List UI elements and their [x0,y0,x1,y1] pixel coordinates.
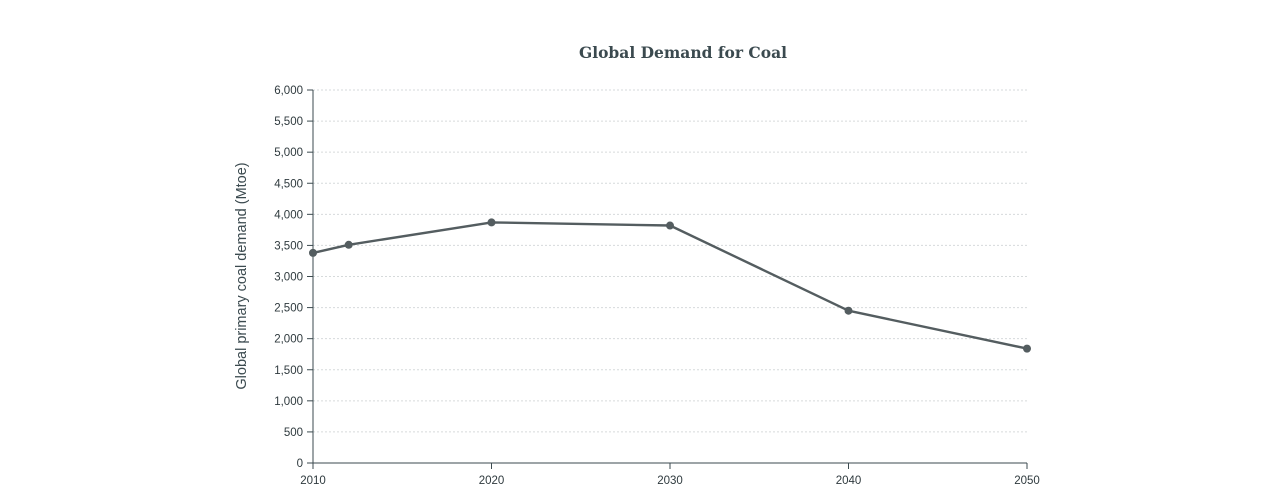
y-tick-label: 1,500 [274,365,303,377]
y-tick-label: 3,000 [274,272,303,284]
y-tick-label: 1,000 [274,396,303,408]
x-axis-ticks: 2010 2020 2030 2040 2050 [300,463,1040,487]
y-tick-label: 500 [284,427,303,439]
data-point [487,218,496,227]
y-tick-label: 5,500 [274,116,303,128]
y-tick-label: 5,000 [274,147,303,159]
y-tick-label: 6,000 [274,85,303,97]
x-tick-label: 2020 [479,475,505,487]
data-point [1023,344,1031,353]
y-axis-label: Global primary coal demand (Mtoe) [234,162,250,389]
y-tick-label: 2,500 [274,303,303,315]
series-group [309,218,1031,353]
grid-lines [313,89,1027,433]
data-point [844,306,853,315]
x-tick-label: 2050 [1014,475,1040,487]
y-tick-label: 2,000 [274,334,303,346]
series-line [311,221,1029,350]
data-point [344,240,353,249]
y-tick-label: 4,500 [274,178,303,190]
x-tick-label: 2030 [657,475,683,487]
x-tick-label: 2040 [836,475,862,487]
y-tick-label: 4,000 [274,209,303,221]
data-point [666,221,674,230]
y-tick-label: 3,500 [274,240,303,252]
y-tick-label: 0 [297,458,303,470]
y-axis-ticks: 0 500 1,000 1,500 2,000 2,500 3,000 3,500 4,000 4… [274,85,313,470]
data-point [309,248,317,257]
chart-title: Global Demand for Coal [579,43,787,62]
x-tick-label: 2010 [300,475,326,487]
